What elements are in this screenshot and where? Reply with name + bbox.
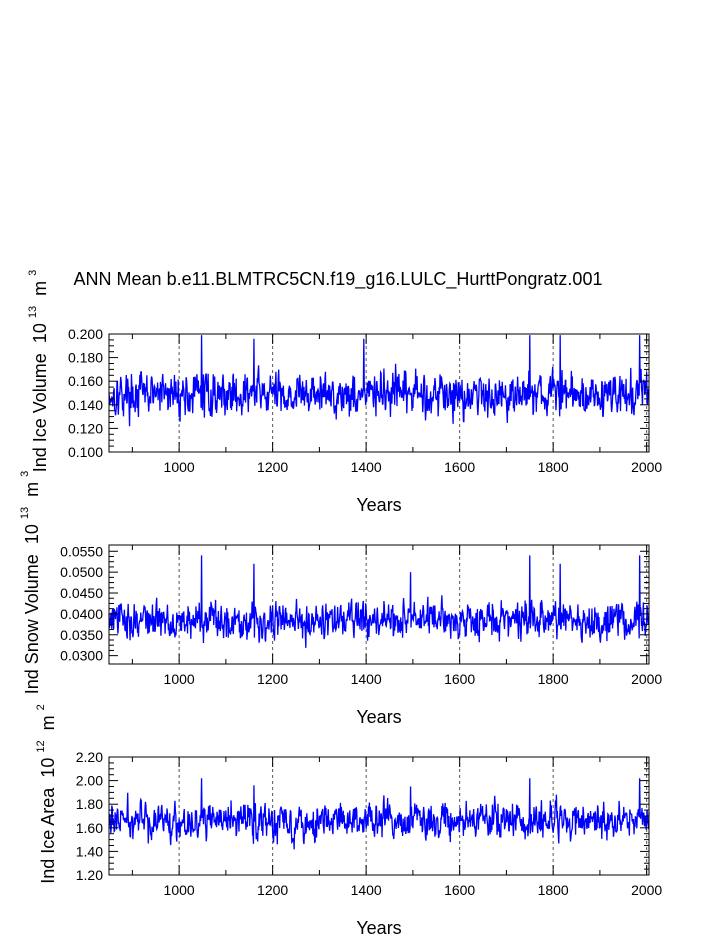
y-axis-title: Ind Ice Volume 10 13 m 3 [22, 270, 50, 473]
x-tick-label: 2000 [631, 671, 662, 687]
x-tick-label: 1400 [351, 459, 382, 475]
y-tick-label: 2.00 [76, 773, 103, 789]
y-tick-label: 1.80 [76, 796, 103, 812]
x-tick-labels: 1000 1200 1400 1600 1800 2000 [164, 459, 663, 475]
y-tick-label: 0.120 [68, 420, 103, 436]
y-tick-label: 0.100 [68, 444, 103, 460]
panel-snow-volume: 1000 1200 1400 1600 1800 2000 0.03000.03500.0… [14, 471, 663, 727]
panel-ice-area: 1000 1200 1400 1600 1800 2000 1.20 1.40 1.60 1.8… [30, 704, 663, 935]
y-tick-label: 0.200 [68, 326, 103, 342]
y-axis-unit-meter-exponent: 3 [27, 270, 39, 276]
x-tick-labels: 1000 1200 1400 1600 1800 2000 [164, 671, 663, 687]
x-tick-labels: 1000 1200 1400 1600 1800 2000 [164, 882, 663, 898]
y-axis-quantity: Ind Ice Area [38, 787, 58, 884]
y-tick-label: 0.0350 [60, 627, 103, 643]
y-axis-unit-meter-exponent: 3 [19, 471, 31, 477]
y-tick-label: 0.0450 [60, 585, 103, 601]
x-axis-title: Years [356, 918, 401, 935]
y-tick-label: 0.0400 [60, 606, 103, 622]
x-axis-title: Years [356, 707, 401, 727]
snow-volume-series-line [108, 555, 650, 648]
x-tick-label: 2000 [631, 459, 662, 475]
x-tick-label: 1800 [538, 459, 569, 475]
x-tick-label: 1400 [351, 882, 382, 898]
y-axis-unit-meter: m [22, 482, 42, 497]
y-axis-quantity: Ind Snow Volume [22, 554, 42, 694]
y-tick-labels: 1.20 1.40 1.60 1.80 2.00 2.20 [76, 749, 103, 883]
y-tick-label: 0.0550 [60, 543, 103, 559]
y-tick-labels: 0.100 0.120 0.140 0.160 0.180 0.200 [68, 326, 103, 460]
plot-frame [108, 544, 650, 665]
x-axis-title: Years [356, 495, 401, 515]
x-tick-label: 1000 [164, 671, 195, 687]
x-tick-label: 1400 [351, 671, 382, 687]
y-tick-label: 2.20 [76, 749, 103, 765]
y-axis-unit-exponent: 12 [35, 740, 47, 752]
y-tick-label: 0.0300 [60, 648, 103, 664]
y-tick-label: 1.20 [76, 867, 103, 883]
y-tick-label: 0.180 [68, 350, 103, 366]
x-tick-label: 1000 [164, 882, 195, 898]
vertical-grid-lines [178, 545, 648, 664]
y-axis-title: Ind Ice Area 10 12 m 2 [30, 704, 58, 884]
y-axis-quantity: Ind Ice Volume [30, 353, 50, 472]
y-axis-unit-exponent: 13 [19, 507, 31, 519]
x-tick-label: 1200 [257, 459, 288, 475]
panel-ice-volume: 1000 1200 1400 1600 1800 2000 0.100 0.120 0.140… [22, 270, 663, 515]
x-tick-label: 2000 [631, 882, 662, 898]
x-tick-label: 1200 [257, 671, 288, 687]
axis-ticks [109, 756, 649, 876]
y-axis-title: Ind Snow Volume 10 13 m 3 [14, 471, 42, 695]
x-tick-label: 1000 [164, 459, 195, 475]
x-tick-label: 1800 [538, 882, 569, 898]
y-axis-unit-meter-exponent: 2 [35, 704, 47, 710]
x-tick-label: 1600 [444, 671, 475, 687]
y-tick-label: 1.40 [76, 843, 103, 859]
axis-ticks [109, 333, 649, 453]
y-axis-unit-base: 10 [22, 524, 42, 544]
ice-volume-series-line [108, 335, 650, 427]
y-tick-label: 1.60 [76, 820, 103, 836]
y-tick-label: 0.140 [68, 397, 103, 413]
vertical-grid-lines [178, 334, 648, 452]
axis-ticks [109, 545, 649, 664]
y-axis-unit-base: 10 [30, 323, 50, 343]
x-tick-label: 1600 [444, 459, 475, 475]
y-axis-unit-base: 10 [38, 758, 58, 778]
x-tick-label: 1600 [444, 882, 475, 898]
y-tick-label: 0.0500 [60, 564, 103, 580]
y-tick-labels: 0.0300 0.0350 0.0400 0.0450 0.0500 0.0550 [60, 543, 103, 663]
vertical-grid-lines [178, 757, 648, 875]
y-axis-unit-meter: m [30, 281, 50, 296]
x-tick-label: 1200 [257, 882, 288, 898]
x-tick-label: 1800 [538, 671, 569, 687]
y-tick-label: 0.160 [68, 373, 103, 389]
figure-title: ANN Mean b.e11.BLMTRC5CN.f19_g16.LULC_Hu… [74, 269, 603, 290]
y-axis-unit-meter: m [38, 715, 58, 730]
y-axis-unit-exponent: 13 [27, 306, 39, 318]
ice-area-series-line [108, 778, 650, 850]
